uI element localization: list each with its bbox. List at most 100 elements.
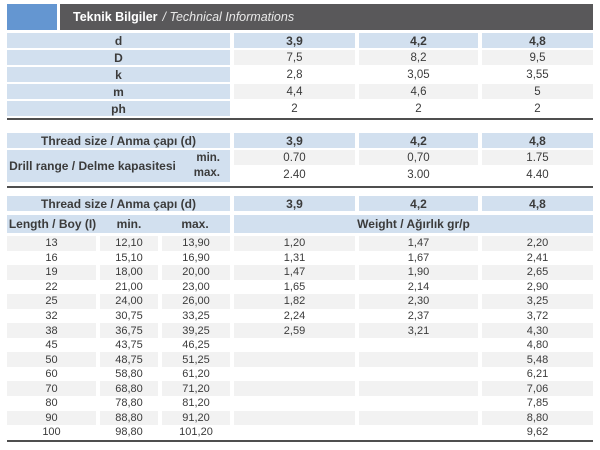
drill-min-value: 0.70 — [234, 150, 355, 165]
weight-value — [234, 338, 355, 353]
weight-value — [359, 352, 478, 367]
size-value: 9,5 — [482, 50, 593, 65]
max-label: max. — [193, 167, 220, 179]
size-value: 4,4 — [234, 84, 355, 99]
drill-range-row: Drill range / Delme kapasitesi min. max.… — [7, 150, 593, 182]
sizes-table-row: m 4,4 4,6 5 — [7, 84, 593, 99]
weight-value: 2,37 — [407, 310, 430, 322]
length-value: 100 — [42, 426, 61, 439]
weight-value: 3,25 — [482, 294, 593, 309]
table-row: 100 98,80 101,20 9,62 — [7, 425, 593, 440]
min-value: 18,00 — [100, 265, 158, 280]
size-row-label: d — [7, 33, 230, 48]
drill-max-value: 3.00 — [407, 168, 430, 181]
weight-value: 3,21 — [359, 323, 478, 338]
size-value: 8,2 — [359, 50, 478, 65]
table-row: 32 30,75 33,25 2,24 2,37 3,72 — [7, 309, 593, 324]
divider-line — [7, 439, 593, 442]
size-value: 5 — [482, 84, 593, 99]
page-title-english: / Technical Informations — [162, 10, 295, 24]
table-row: 22 21,00 23,00 1,65 2,14 2,90 — [7, 280, 593, 295]
max-value: 23,00 — [182, 280, 210, 293]
min-value: 78,80 — [115, 397, 143, 410]
length-value: 90 — [7, 410, 96, 426]
size-value: 4,8 — [482, 33, 593, 48]
length-value: 70 — [7, 381, 96, 397]
weight-value: 9,62 — [526, 426, 549, 439]
size-value: 4,2 — [359, 33, 478, 48]
min-label: min. — [196, 152, 220, 164]
length-value: 22 — [45, 280, 58, 293]
weight-value: 1,90 — [359, 265, 478, 280]
min-value: 43,75 — [115, 339, 143, 352]
drill-max-value: 2.40 — [283, 168, 306, 181]
min-value: 12,10 — [100, 236, 158, 251]
min-label: min. — [116, 217, 142, 231]
weight-value — [234, 425, 355, 440]
length-value: 45 — [45, 339, 58, 352]
max-value: 51,25 — [162, 352, 230, 367]
size-row-label: k — [7, 67, 230, 82]
size-value: 3,05 — [407, 68, 430, 81]
size-value: 4,6 — [359, 84, 478, 99]
drill-range-values: 0.70 0,70 1.75 2.40 3.00 4.40 — [234, 150, 593, 182]
table-row: 90 88,80 91,20 8,80 — [7, 410, 593, 426]
drill-max-value: 4.40 — [526, 168, 549, 181]
weight-value — [234, 381, 355, 397]
sizes-table: d 3,9 4,2 4,8 D 7,5 8,2 9,5 k 2,8 3,05 3… — [7, 33, 593, 116]
max-value: 16,90 — [182, 251, 210, 264]
thread-size-value: 4,8 — [482, 133, 593, 148]
page-title-turkish: Teknik Bilgiler — [73, 10, 158, 24]
table-row: 45 43,75 46,25 4,80 — [7, 338, 593, 353]
weight-value: 1,82 — [234, 294, 355, 309]
page-title: Teknik Bilgiler / Technical Informations — [60, 4, 593, 30]
max-value: 39,25 — [162, 323, 230, 338]
min-value: 21,00 — [115, 280, 143, 293]
size-value: 7,5 — [234, 50, 355, 65]
min-value: 68,80 — [100, 381, 158, 397]
length-value: 60 — [45, 368, 58, 381]
size-row-label: D — [7, 50, 230, 65]
length-value: 19 — [7, 265, 96, 280]
weight-value — [359, 410, 478, 426]
length-value: 32 — [45, 310, 58, 322]
max-value: 101,20 — [179, 426, 213, 439]
weight-value — [234, 396, 355, 411]
weight-value: 7,85 — [526, 397, 549, 410]
size-value: 2,8 — [286, 68, 303, 81]
title-bar: Teknik Bilgiler / Technical Informations — [7, 4, 593, 30]
length-value: 80 — [45, 397, 58, 410]
weight-value: 1,47 — [234, 265, 355, 280]
sizes-table-row: d 3,9 4,2 4,8 — [7, 33, 593, 48]
length-table-header: Length / Boy (I) min. max. Weight / Ağır… — [7, 215, 593, 233]
weight-value: 2,24 — [283, 310, 306, 322]
drill-max-row: 2.40 3.00 4.40 — [234, 167, 593, 182]
drill-min-row: 0.70 0,70 1.75 — [234, 150, 593, 165]
drill-min-value: 0,70 — [359, 150, 478, 165]
min-value: 58,80 — [115, 368, 143, 381]
weight-header: Weight / Ağırlık gr/p — [234, 215, 593, 233]
max-label: max. — [181, 217, 209, 231]
max-value: 61,20 — [182, 368, 210, 381]
table-row: 38 36,75 39,25 2,59 3,21 4,30 — [7, 323, 593, 338]
drill-min-value: 1.75 — [482, 150, 593, 165]
size-value: 3,55 — [526, 68, 549, 81]
weight-value: 2,90 — [526, 280, 549, 293]
weight-value: 2,59 — [234, 323, 355, 338]
table-row: 19 18,00 20,00 1,47 1,90 2,65 — [7, 265, 593, 280]
size-value: 3,9 — [234, 33, 355, 48]
max-value: 46,25 — [182, 339, 210, 352]
size-row-label: m — [7, 84, 230, 99]
size-value: 2 — [415, 102, 422, 115]
thread-size-value: 4,8 — [482, 196, 593, 211]
divider-line — [7, 118, 593, 120]
weight-value: 4,80 — [526, 339, 549, 352]
length-value: 38 — [7, 323, 96, 338]
length-value: 25 — [7, 294, 96, 309]
weight-value — [359, 381, 478, 397]
weight-value — [234, 367, 355, 382]
table-row: 25 24,00 26,00 1,82 2,30 3,25 — [7, 294, 593, 309]
weight-value — [359, 396, 478, 411]
min-value: 88,80 — [100, 410, 158, 426]
weight-value: 3,72 — [526, 310, 549, 322]
